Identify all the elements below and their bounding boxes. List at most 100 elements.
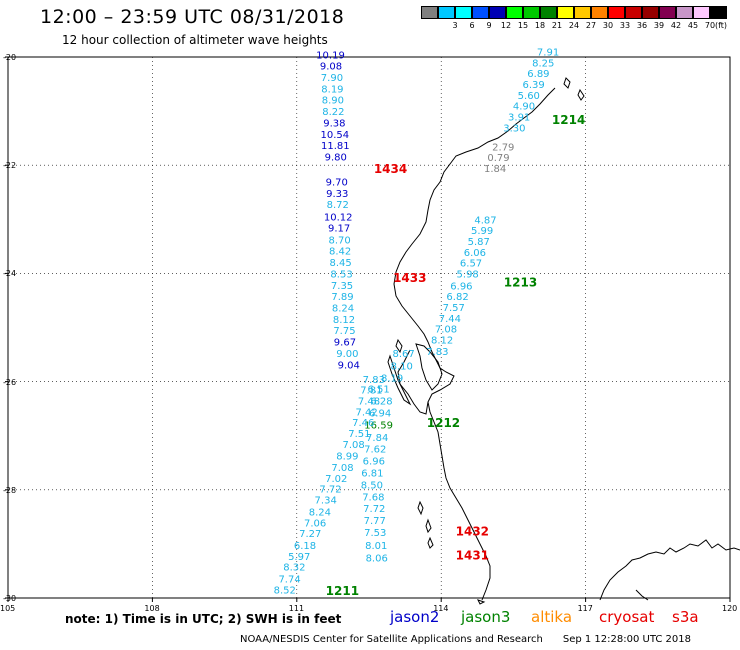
wave-height-label: 10.12 xyxy=(324,213,353,224)
wave-height-label: 5.97 xyxy=(288,552,310,563)
color-swatch-label: 15 xyxy=(517,21,529,30)
color-swatch xyxy=(506,6,523,19)
wave-height-label: 9.04 xyxy=(338,360,360,371)
wave-height-label: 7.83 xyxy=(426,347,448,358)
wave-height-label: 8.12 xyxy=(333,315,355,326)
wave-height-label: 7.84 xyxy=(366,433,388,444)
wave-height-label: 7.90 xyxy=(321,73,343,84)
wave-height-label: 8.90 xyxy=(322,96,344,107)
color-swatch xyxy=(625,6,642,19)
lon-label: 111 xyxy=(288,604,305,613)
wave-height-label: 8.01 xyxy=(365,541,387,552)
wave-height-label: 9.00 xyxy=(336,349,358,360)
wave-height-label: 8.06 xyxy=(366,553,388,564)
wave-height-label: 7.02 xyxy=(325,474,347,485)
color-swatch-label: 21 xyxy=(551,21,563,30)
color-swatch xyxy=(608,6,625,19)
map-title: 12:00 – 23:59 UTC 08/31/2018 xyxy=(40,6,345,28)
wave-height-label: 9.17 xyxy=(328,223,350,234)
wave-height-label: 7.75 xyxy=(333,326,355,337)
color-swatch-label: 30 xyxy=(602,21,614,30)
color-swatch-label: 33 xyxy=(619,21,631,30)
color-swatch xyxy=(472,6,489,19)
satellite-tracks: 10.199.087.908.198.908.229.3810.5411.819… xyxy=(274,48,586,598)
island-rottnest xyxy=(477,599,486,605)
wave-height-label: 8.72 xyxy=(327,200,349,211)
wave-height-label: 8.24 xyxy=(309,507,331,518)
wave-height-label: 8.42 xyxy=(329,247,351,258)
color-swatch xyxy=(642,6,659,19)
lon-label: 120 xyxy=(722,604,738,613)
map-border xyxy=(7,56,731,599)
track-time-label: 1212 xyxy=(427,416,460,430)
color-swatch-label: 36 xyxy=(636,21,648,30)
color-swatch-label: 6 xyxy=(469,21,475,30)
color-swatch-label: 3 xyxy=(452,21,458,30)
wave-height-label: 7.35 xyxy=(331,281,353,292)
wave-height-label: 5.98 xyxy=(457,269,479,280)
wave-height-label: 7.44 xyxy=(439,314,461,325)
color-swatch-label: 9 xyxy=(486,21,492,30)
wave-height-label: 0.79 xyxy=(487,153,509,164)
wave-height-label: 7.77 xyxy=(364,516,386,527)
coastline xyxy=(387,77,740,605)
wave-height-label: 16.59 xyxy=(364,420,393,431)
track-time-label: 1431 xyxy=(456,549,489,563)
wave-height-label: 8.32 xyxy=(283,563,305,574)
wave-height-label: 6.82 xyxy=(446,292,468,303)
wave-height-label: 8.10 xyxy=(391,361,413,372)
legend-jason3: jason3 xyxy=(461,608,511,626)
wave-height-label: 5.99 xyxy=(471,226,493,237)
color-swatch-label: 24 xyxy=(568,21,580,30)
wave-height-label: 8.12 xyxy=(431,335,453,346)
color-swatch xyxy=(676,6,693,19)
wave-height-label: 4.90 xyxy=(513,102,535,113)
wave-height-label: 1.84 xyxy=(484,164,506,175)
wave-height-label: 6.18 xyxy=(294,541,316,552)
legend-cryosat: cryosat xyxy=(599,608,655,626)
footer: NOAA/NESDIS Center for Satellite Applica… xyxy=(240,634,691,645)
legend-s3a: s3a xyxy=(672,608,699,626)
legend-altika: altika xyxy=(531,608,573,626)
agency-credit: NOAA/NESDIS Center for Satellite Applica… xyxy=(240,634,543,645)
wave-height-label: 7.83 xyxy=(363,375,385,386)
wave-height-label: 7.81 xyxy=(360,386,382,397)
color-swatch-label: 39 xyxy=(653,21,665,30)
color-swatch xyxy=(523,6,540,19)
wave-height-label: 7.48 xyxy=(358,397,380,408)
wave-height-label: 7.62 xyxy=(364,445,386,456)
color-swatch-label: 45 xyxy=(687,21,699,30)
lat-label: -20 xyxy=(3,53,17,62)
map-frame xyxy=(7,56,731,599)
color-swatch xyxy=(693,6,710,19)
wave-height-label: 8.53 xyxy=(330,269,352,280)
island-abrolhos-3 xyxy=(427,536,434,549)
wave-height-label: 6.28 xyxy=(370,397,392,408)
track-time-label: 1213 xyxy=(504,276,537,290)
wave-height-label: 8.25 xyxy=(532,58,554,69)
wave-height-label: 9.70 xyxy=(326,177,348,188)
wave-height-label: 8.52 xyxy=(274,585,296,596)
wave-height-label: 7.06 xyxy=(304,518,326,529)
wave-height-label: 6.96 xyxy=(450,281,472,292)
color-swatch xyxy=(540,6,557,19)
wave-height-label: 4.87 xyxy=(474,215,496,226)
wave-height-label: 7.08 xyxy=(342,440,364,451)
wave-height-label: 8.50 xyxy=(361,480,383,491)
wave-height-label: 8.19 xyxy=(321,84,343,95)
wave-height-label: 7.42 xyxy=(355,407,377,418)
wave-height-label: 5.60 xyxy=(518,91,540,102)
lon-label: 114 xyxy=(433,604,449,613)
wave-height-label: 3.30 xyxy=(503,123,525,134)
color-swatch-label: 12 xyxy=(500,21,512,30)
wave-height-label: 7.08 xyxy=(331,463,353,474)
wave-height-label: 6.94 xyxy=(369,408,391,419)
wave-height-label: 9.08 xyxy=(320,62,342,73)
island-montebello xyxy=(563,77,571,89)
map-subtitle: 12 hour collection of altimeter wave hei… xyxy=(62,33,328,47)
satellite-track: 7.837.817.487.427.467.517.088.997.087.02… xyxy=(274,375,461,596)
wave-height-label: 3.91 xyxy=(508,113,530,124)
track-time-label: 1432 xyxy=(456,524,489,538)
track-time-label: 1214 xyxy=(552,113,585,127)
